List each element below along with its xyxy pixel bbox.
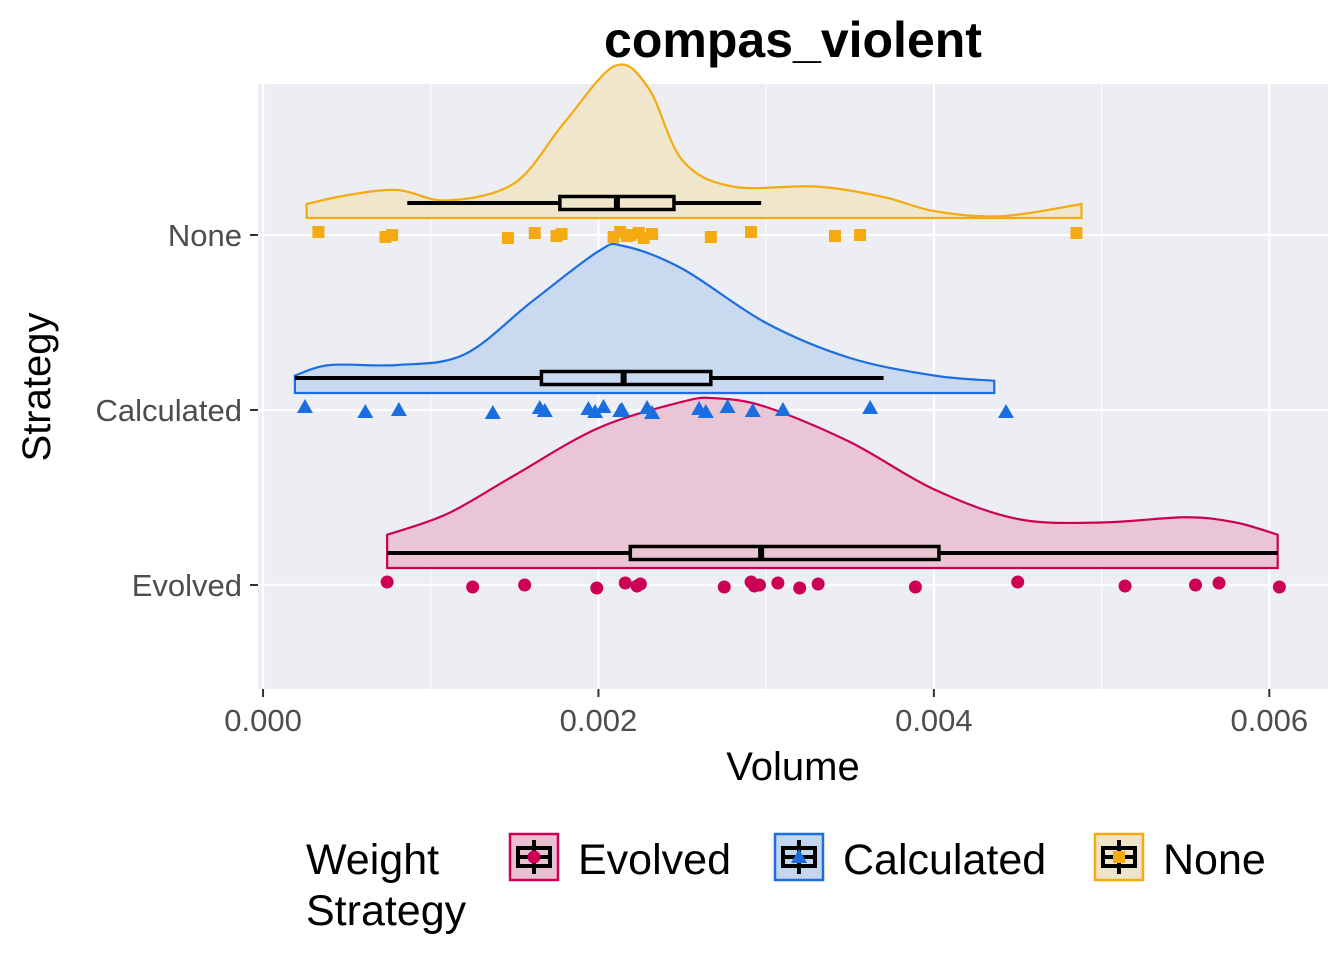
point-evolved xyxy=(752,578,766,592)
point-none xyxy=(646,228,659,240)
point-evolved xyxy=(717,580,731,594)
series-calculated xyxy=(293,242,1014,419)
point-none xyxy=(1070,227,1083,239)
point-calculated xyxy=(613,402,630,416)
density-evolved xyxy=(386,396,1279,570)
point-none xyxy=(854,229,867,241)
legend-title-line-1: Weight xyxy=(306,836,439,884)
point-evolved xyxy=(1118,579,1132,593)
density-none xyxy=(305,63,1083,220)
point-none xyxy=(312,226,325,238)
point-evolved xyxy=(1189,578,1203,592)
legend-label-calculated: Calculated xyxy=(843,836,1046,884)
point-calculated xyxy=(697,404,714,418)
point-calculated xyxy=(862,400,879,414)
legend-key-marker xyxy=(527,850,541,864)
point-evolved xyxy=(771,576,785,590)
point-evolved xyxy=(908,580,922,594)
point-calculated xyxy=(744,403,761,417)
y-tick-label-none: None xyxy=(168,218,242,253)
point-evolved xyxy=(1011,575,1025,589)
x-tick-label: 0.006 xyxy=(1231,703,1309,738)
point-calculated xyxy=(644,405,661,419)
point-none xyxy=(704,231,717,243)
point-evolved xyxy=(518,578,532,592)
legend-key-marker xyxy=(1113,851,1125,863)
point-calculated xyxy=(296,399,313,413)
legend-title-line-2: Strategy xyxy=(306,887,467,935)
series-evolved xyxy=(380,396,1286,595)
y-tick-label-evolved: Evolved xyxy=(132,568,242,603)
series-none xyxy=(305,63,1083,244)
point-calculated xyxy=(774,402,791,416)
point-calculated xyxy=(587,404,604,418)
series-layer xyxy=(293,63,1286,595)
point-evolved xyxy=(466,580,480,594)
axes: 0.000 0.002 0.004 0.006 Evolved Calculated Non… xyxy=(96,218,1309,738)
point-calculated xyxy=(536,403,553,417)
point-none xyxy=(745,226,758,238)
chart-title: compas_violent xyxy=(604,12,982,68)
point-evolved xyxy=(633,577,647,591)
point-evolved xyxy=(380,575,394,589)
point-evolved xyxy=(811,577,825,591)
x-axis-title: Volume xyxy=(726,745,859,789)
x-tick-label: 0.004 xyxy=(895,703,973,738)
point-none xyxy=(386,229,399,241)
point-none xyxy=(528,227,541,239)
legend-item-none: None xyxy=(1093,832,1266,884)
point-calculated xyxy=(997,404,1014,418)
point-calculated xyxy=(484,405,501,419)
legend-key-marker xyxy=(791,849,807,863)
box-iqr xyxy=(628,544,941,562)
point-evolved xyxy=(1272,580,1286,594)
point-none xyxy=(828,230,841,242)
legend-item-evolved: Evolved xyxy=(508,832,731,884)
point-evolved xyxy=(793,581,807,595)
y-tick-label-calculated: Calculated xyxy=(96,393,242,428)
point-calculated xyxy=(357,404,374,418)
density-calculated xyxy=(293,242,996,395)
y-axis-title: Strategy xyxy=(15,313,59,462)
x-tick-label: 0.000 xyxy=(224,703,302,738)
point-evolved xyxy=(618,576,632,590)
point-calculated xyxy=(390,402,407,416)
point-calculated xyxy=(719,399,736,413)
legend-item-calculated: Calculated xyxy=(773,832,1046,884)
point-calculated xyxy=(595,399,612,413)
point-evolved xyxy=(590,581,604,595)
legend-label-evolved: Evolved xyxy=(578,836,731,884)
point-none xyxy=(501,232,514,244)
point-evolved xyxy=(1212,576,1226,590)
legend: Weight Strategy Evolved Calculated None xyxy=(306,832,1266,935)
legend-label-none: None xyxy=(1163,836,1266,884)
point-none xyxy=(555,228,568,240)
x-tick-label: 0.002 xyxy=(560,703,638,738)
